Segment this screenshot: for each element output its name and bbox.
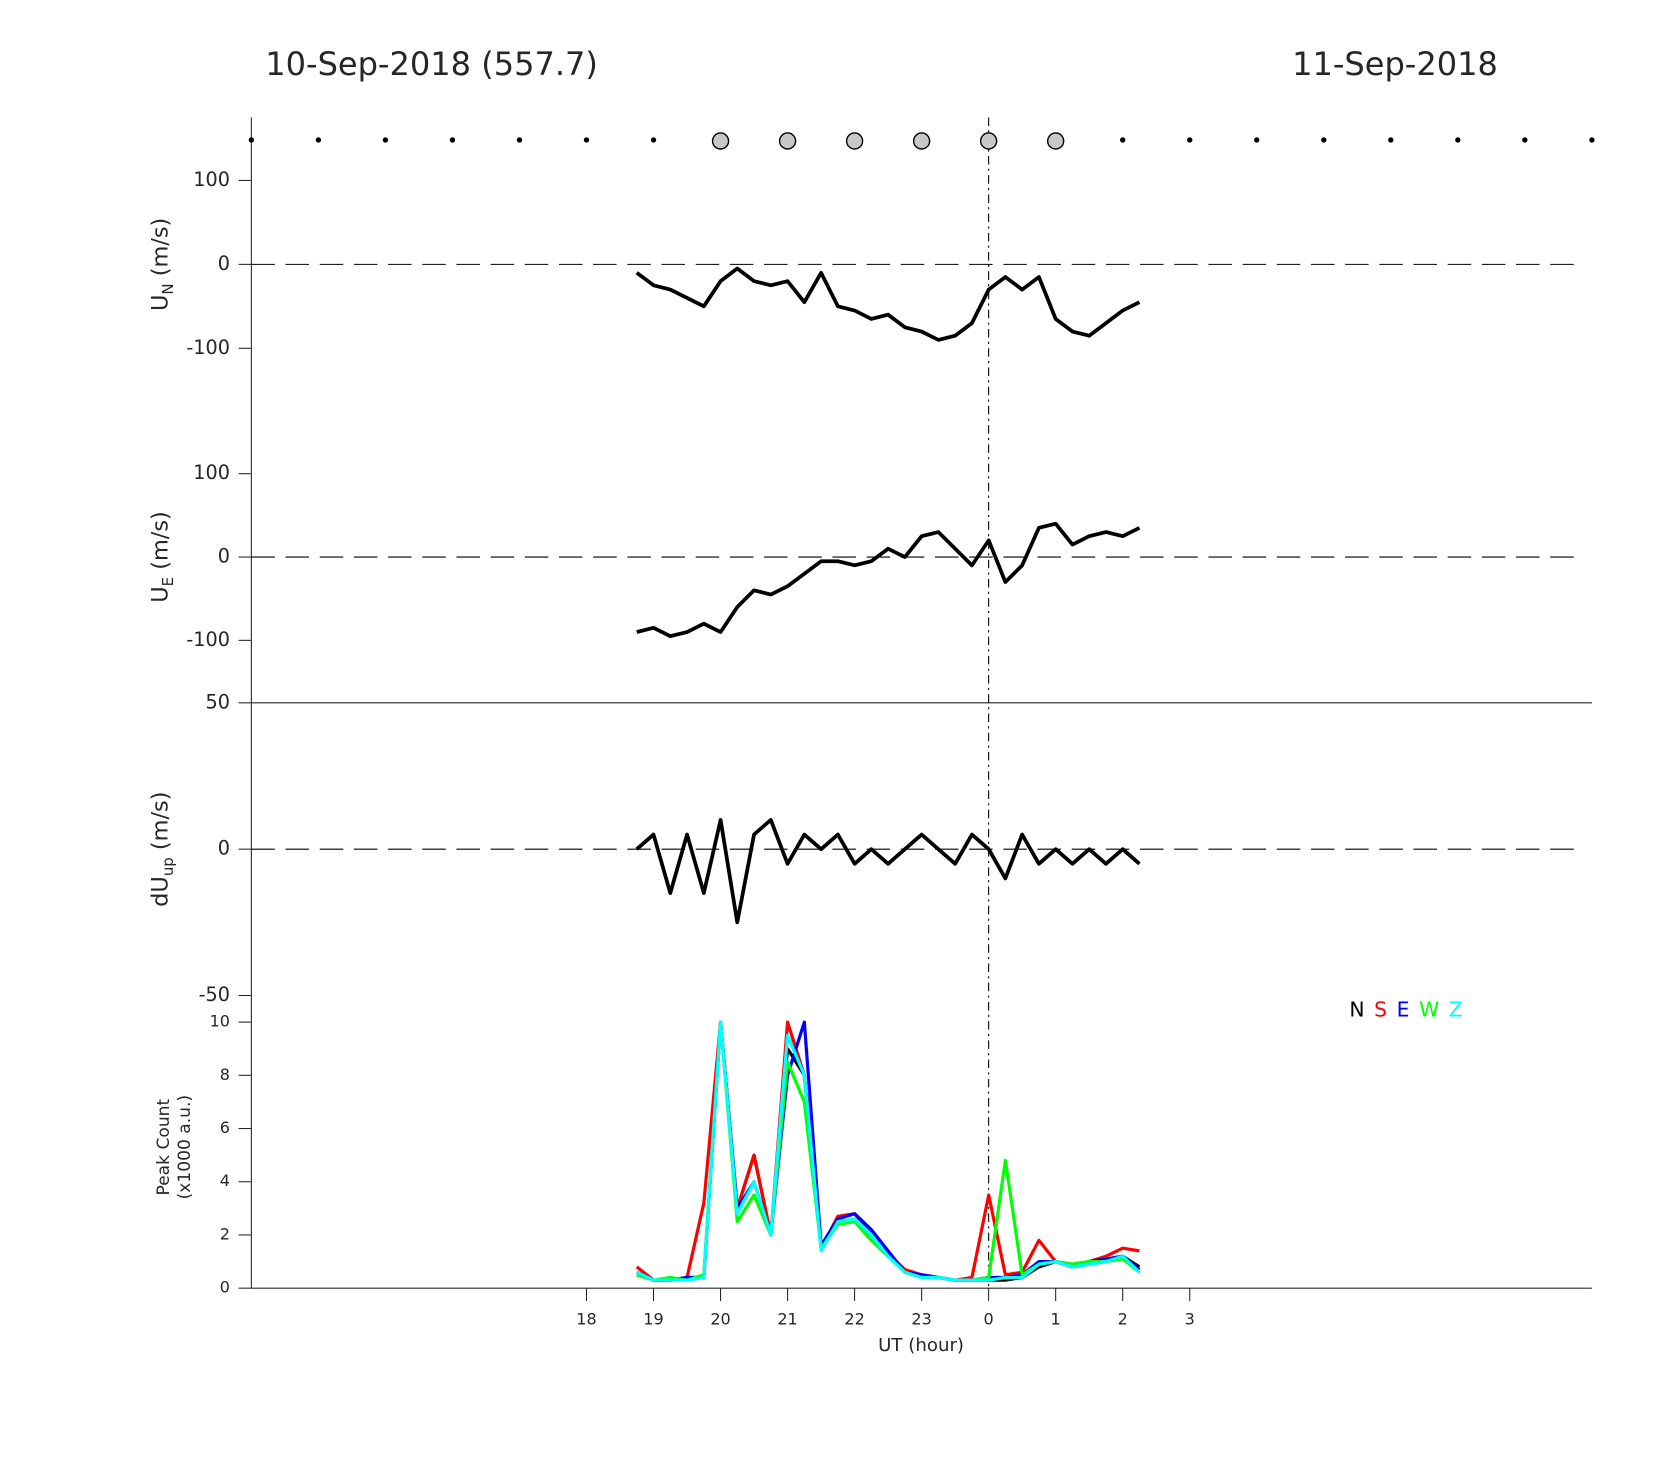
- hour-marker: [315, 137, 322, 143]
- hour-marker: [1254, 137, 1260, 143]
- y-axis-label: dUup (m/s): [147, 792, 177, 907]
- hour-marker: [449, 137, 456, 143]
- y-label-main: U: [147, 295, 173, 311]
- y-tick-label: -100: [186, 628, 230, 651]
- hour-marker: [1321, 137, 1327, 143]
- panel: [636, 521, 1141, 639]
- hour-marker-large: [711, 132, 730, 150]
- legend-entry: S: [1374, 997, 1387, 1021]
- y-label-main: U: [147, 586, 173, 602]
- y-tick-label: 10: [210, 1012, 230, 1031]
- data-line: [635, 266, 1141, 342]
- hour-marker: [516, 137, 523, 143]
- x-tick-label: 18: [576, 1310, 596, 1329]
- x-tick-label: 21: [777, 1310, 797, 1329]
- y-tick-label: 0: [218, 252, 230, 275]
- panel: [635, 1020, 1141, 1282]
- y-label-sub: up: [159, 857, 177, 876]
- data-line: [635, 818, 1141, 925]
- title-left: 10-Sep-2018 (557.7): [265, 45, 598, 83]
- hour-marker-large: [1046, 132, 1065, 150]
- hour-marker: [1388, 137, 1394, 143]
- hour-marker-large: [778, 132, 797, 150]
- x-axis-label: UT (hour): [878, 1335, 964, 1356]
- y-label-unit: (m/s): [147, 218, 173, 284]
- hour-marker: [382, 137, 389, 143]
- data-line: [636, 521, 1141, 639]
- panel: [635, 818, 1141, 925]
- title-right: 11-Sep-2018: [1292, 45, 1498, 83]
- y-tick-label: 100: [193, 461, 230, 484]
- hour-marker-large: [979, 132, 998, 150]
- y-axis-label: Peak Count: [154, 1099, 174, 1196]
- hour-marker: [1522, 137, 1528, 143]
- y-tick-label: 0: [220, 1278, 230, 1297]
- data-line: [636, 1020, 1141, 1282]
- legend-entry: W: [1419, 997, 1439, 1021]
- panel: [635, 266, 1141, 342]
- hour-marker: [1455, 137, 1461, 143]
- hour-marker: [248, 137, 255, 143]
- x-tick-label: 3: [1185, 1310, 1195, 1329]
- y-label-unit: (m/s): [147, 792, 173, 858]
- y-axis-label-unit: (x1000 a.u.): [175, 1095, 195, 1199]
- y-label-sub: N: [159, 283, 177, 294]
- y-tick-label: -50: [199, 983, 230, 1006]
- y-label-main: dU: [147, 876, 173, 907]
- y-tick-label: 2: [220, 1224, 230, 1243]
- y-tick-label: 6: [220, 1118, 230, 1137]
- hour-marker-large: [912, 132, 931, 150]
- legend-entry: Z: [1449, 997, 1463, 1021]
- hour-marker: [1589, 137, 1595, 143]
- y-axis-label: UE (m/s): [147, 511, 177, 603]
- y-tick-label: 100: [193, 168, 230, 191]
- y-tick-label: 4: [220, 1171, 230, 1190]
- hour-marker: [650, 137, 657, 143]
- y-tick-label: -100: [186, 336, 230, 359]
- x-tick-label: 2: [1118, 1310, 1128, 1329]
- y-label-unit: (m/s): [147, 511, 173, 577]
- x-tick-label: 19: [643, 1310, 663, 1329]
- y-tick-label: 0: [218, 837, 230, 860]
- y-label-sub: E: [159, 577, 177, 586]
- hour-marker: [583, 137, 590, 143]
- hour-marker: [1187, 137, 1193, 143]
- x-tick-label: 22: [844, 1310, 864, 1329]
- y-tick-label: 8: [220, 1065, 230, 1084]
- x-tick-label: 1: [1051, 1310, 1061, 1329]
- legend-entry: E: [1397, 997, 1410, 1021]
- y-tick-label: 50: [206, 690, 230, 713]
- hour-marker-large: [845, 132, 864, 150]
- legend-entry: N: [1349, 997, 1364, 1021]
- y-axis-label: UN (m/s): [147, 218, 177, 311]
- x-tick-label: 23: [911, 1310, 931, 1329]
- x-tick-label: 0: [984, 1310, 994, 1329]
- y-tick-label: 0: [218, 545, 230, 568]
- x-tick-label: 20: [710, 1310, 730, 1329]
- hour-marker: [1120, 137, 1126, 143]
